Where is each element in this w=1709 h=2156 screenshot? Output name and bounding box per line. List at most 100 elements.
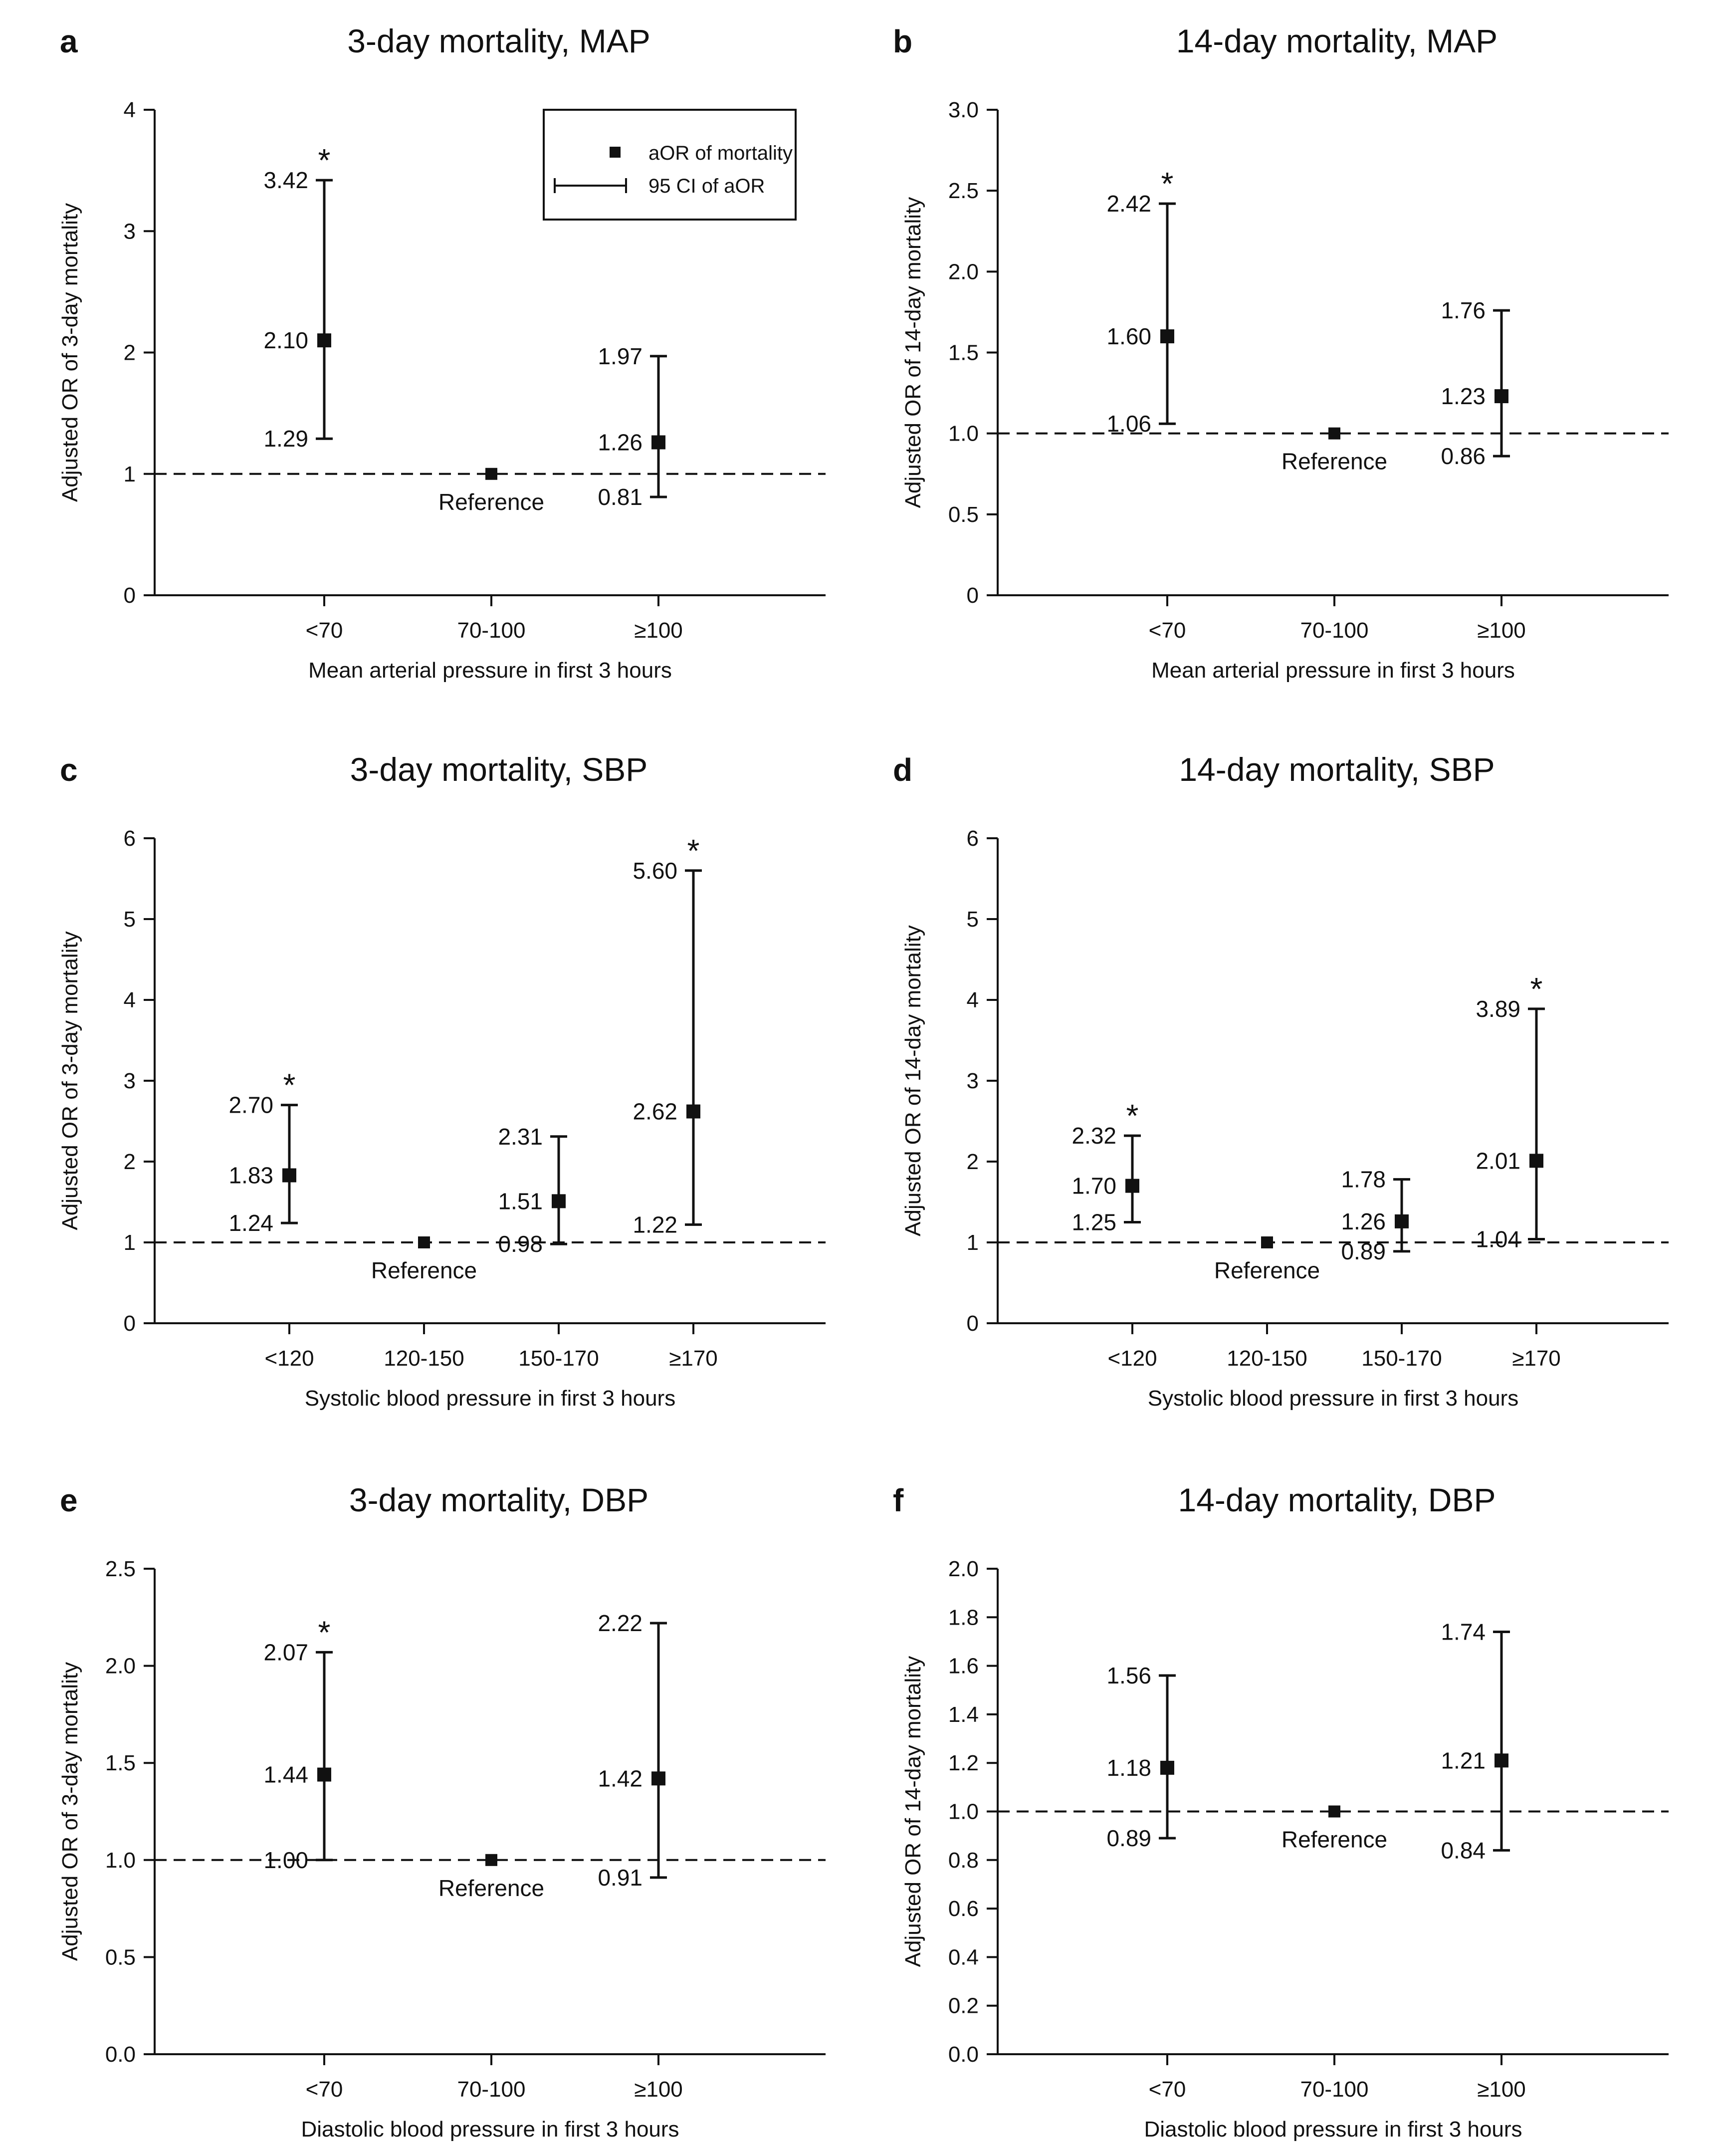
reference-label: Reference xyxy=(371,1257,477,1283)
x-tick-label: 70-100 xyxy=(457,2077,525,2102)
significance-asterisk: * xyxy=(283,1067,296,1103)
lower-ci-label: 0.86 xyxy=(1441,443,1486,469)
significance-asterisk: * xyxy=(687,833,700,869)
y-tick-label: 5 xyxy=(124,907,136,932)
y-tick-label: 2.0 xyxy=(948,1557,979,1581)
upper-ci-label: 1.78 xyxy=(1341,1167,1386,1193)
aor-point xyxy=(552,1194,566,1208)
lower-ci-label: 0.89 xyxy=(1106,1825,1151,1851)
x-tick-label: 120-150 xyxy=(384,1346,464,1371)
x-tick-label: <70 xyxy=(1149,2077,1186,2102)
aor-point xyxy=(1529,1154,1543,1168)
y-tick-label: 1.6 xyxy=(948,1654,979,1678)
aor-label: 2.10 xyxy=(263,327,308,353)
y-axis-title: Adjusted OR of 14-day mortality xyxy=(901,925,925,1236)
legend: aOR of mortality 95 CI of aOR xyxy=(543,109,797,221)
aor-label: 1.42 xyxy=(598,1765,642,1791)
aor-label: 1.26 xyxy=(1341,1208,1386,1234)
aor-point xyxy=(1125,1179,1139,1193)
y-tick-label: 2.5 xyxy=(948,179,979,203)
x-tick-label: ≥170 xyxy=(669,1346,718,1371)
significance-asterisk: * xyxy=(1161,166,1174,202)
reference-label: Reference xyxy=(1282,449,1387,475)
y-tick-label: 0.0 xyxy=(948,2042,979,2067)
reference-label: Reference xyxy=(1282,1827,1387,1853)
upper-ci-label: 2.32 xyxy=(1071,1123,1116,1149)
x-tick-label: ≥100 xyxy=(1477,2077,1526,2102)
aor-label: 1.21 xyxy=(1441,1747,1486,1773)
upper-ci-label: 2.42 xyxy=(1106,191,1151,217)
x-tick-label: <70 xyxy=(1149,618,1186,643)
aor-point xyxy=(651,1771,665,1786)
aor-point xyxy=(1395,1214,1409,1228)
upper-ci-label: 2.07 xyxy=(263,1639,308,1665)
significance-asterisk: * xyxy=(1530,971,1543,1007)
panel-letter: d xyxy=(893,752,912,788)
chart-title: 14-day mortality, MAP xyxy=(1176,22,1497,59)
y-tick-label: 1 xyxy=(967,1230,979,1255)
lower-ci-label: 1.06 xyxy=(1106,411,1151,437)
panel-a: a 3-day mortality, MAP 0 1 2 3 4 <70 70-100 ≥100 M… xyxy=(58,22,826,683)
y-tick-label: 3 xyxy=(967,1069,979,1093)
x-axis-title: Mean arterial pressure in first 3 hours xyxy=(1151,658,1515,683)
upper-ci-label: 1.74 xyxy=(1441,1619,1486,1645)
lower-ci-label: 0.98 xyxy=(498,1231,543,1257)
lower-ci-label: 0.81 xyxy=(598,484,642,510)
x-axis-title: Systolic blood pressure in first 3 hours xyxy=(1148,1386,1518,1411)
aor-label: 1.51 xyxy=(498,1188,543,1214)
y-tick-label: 0 xyxy=(967,583,979,608)
reference-label: Reference xyxy=(438,1875,544,1901)
x-tick-label: ≥100 xyxy=(634,618,683,643)
panel-letter: e xyxy=(60,1482,78,1518)
panel-letter: c xyxy=(60,752,78,788)
upper-ci-label: 3.89 xyxy=(1476,996,1520,1022)
y-tick-label: 2 xyxy=(967,1150,979,1174)
y-tick-label: 1.5 xyxy=(105,1751,136,1775)
lower-ci-label: 1.04 xyxy=(1476,1226,1520,1252)
x-axis-title: Diastolic blood pressure in first 3 hour… xyxy=(1144,2117,1522,2142)
x-tick-label: <70 xyxy=(306,2077,343,2102)
lower-ci-label: 1.00 xyxy=(263,1847,308,1873)
lower-ci-label: 0.89 xyxy=(1341,1238,1386,1264)
chart-title: 3-day mortality, DBP xyxy=(349,1481,648,1518)
panel-d: d 14-day mortality, SBP 0 1 2 3 4 5 6 <120 120-150… xyxy=(893,751,1669,1411)
y-tick-label: 1.4 xyxy=(948,1702,979,1727)
lower-ci-label: 1.25 xyxy=(1071,1209,1116,1235)
aor-label: 1.60 xyxy=(1106,323,1151,349)
panel-c: c 3-day mortality, SBP 0 1 2 3 4 5 6 <120 120-150 1… xyxy=(58,751,826,1411)
aor-label: 1.70 xyxy=(1071,1173,1116,1199)
aor-label: 2.01 xyxy=(1476,1148,1520,1174)
chart-title: 3-day mortality, SBP xyxy=(350,751,648,788)
y-tick-label: 4 xyxy=(124,988,136,1012)
lower-ci-label: 0.84 xyxy=(1441,1837,1486,1863)
reference-label: Reference xyxy=(1214,1257,1320,1283)
legend-box xyxy=(543,109,797,221)
reference-label: Reference xyxy=(438,489,544,515)
y-tick-label: 2 xyxy=(124,1150,136,1174)
x-tick-label: ≥100 xyxy=(634,2077,683,2102)
reference-point xyxy=(485,468,497,480)
aor-point xyxy=(1495,1753,1508,1768)
y-tick-label: 3 xyxy=(124,1069,136,1093)
upper-ci-label: 3.42 xyxy=(263,167,308,193)
y-tick-label: 0.5 xyxy=(948,502,979,527)
y-tick-label: 1 xyxy=(124,462,136,486)
y-axis-title: Adjusted OR of 3-day mortality xyxy=(58,203,82,502)
y-tick-label: 5 xyxy=(967,907,979,932)
x-axis-title: Diastolic blood pressure in first 3 hour… xyxy=(301,2117,679,2142)
aor-point xyxy=(1495,389,1508,404)
upper-ci-label: 2.70 xyxy=(228,1092,273,1118)
x-tick-label: 150-170 xyxy=(1361,1346,1442,1371)
x-tick-label: 70-100 xyxy=(1300,2077,1368,2102)
x-tick-label: <120 xyxy=(264,1346,314,1371)
aor-label: 1.26 xyxy=(598,430,642,456)
y-axis-title: Adjusted OR of 14-day mortality xyxy=(901,197,925,508)
x-tick-label: 120-150 xyxy=(1227,1346,1307,1371)
legend-point-label: aOR of mortality xyxy=(648,142,793,164)
y-tick-label: 3 xyxy=(124,219,136,243)
reference-point xyxy=(1328,427,1340,440)
y-axis-title: Adjusted OR of 14-day mortality xyxy=(901,1656,925,1967)
x-tick-label: ≥100 xyxy=(1477,618,1526,643)
y-tick-label: 2 xyxy=(124,341,136,365)
y-tick-label: 4 xyxy=(967,988,979,1012)
